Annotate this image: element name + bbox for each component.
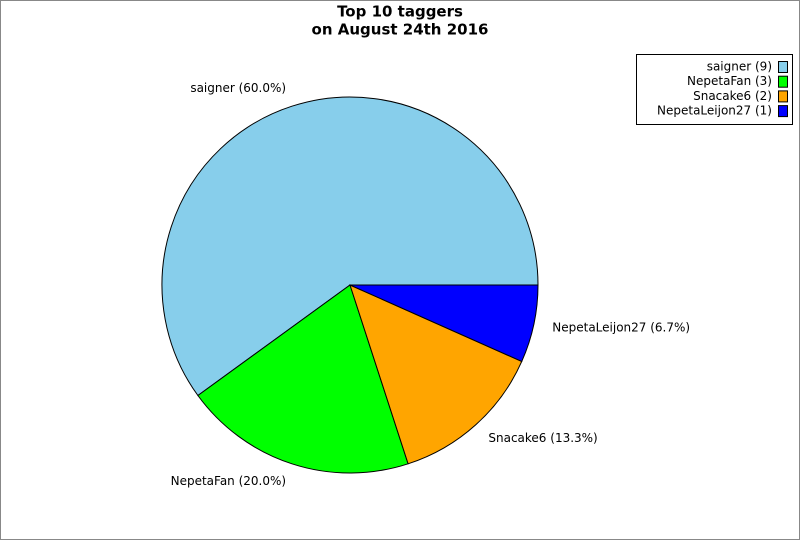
legend-label: Snacake6 (2) <box>693 89 772 103</box>
legend-label: NepetaLeijon27 (1) <box>657 104 772 118</box>
slice-label: NepetaLeijon27 (6.7%) <box>552 320 690 334</box>
legend-swatch <box>778 61 788 73</box>
legend-box <box>636 54 793 125</box>
chart-title: Top 10 taggers <box>337 3 463 21</box>
legend-label: saigner (9) <box>707 60 772 74</box>
pie-slice <box>349 284 523 465</box>
chart-title: on August 24th 2016 <box>312 21 489 39</box>
legend-swatch <box>778 105 788 118</box>
slice-label: saigner (60.0%) <box>190 81 286 95</box>
slice-label: NepetaFan (20.0%) <box>171 474 286 488</box>
legend-swatch <box>778 90 788 103</box>
legend-label: NepetaFan (3) <box>687 74 772 88</box>
pie-slice <box>349 284 539 363</box>
pie-slice <box>197 284 409 474</box>
pie-slice <box>161 96 539 397</box>
slice-label: Snacake6 (13.3%) <box>488 431 597 445</box>
legend-swatch <box>778 75 788 88</box>
